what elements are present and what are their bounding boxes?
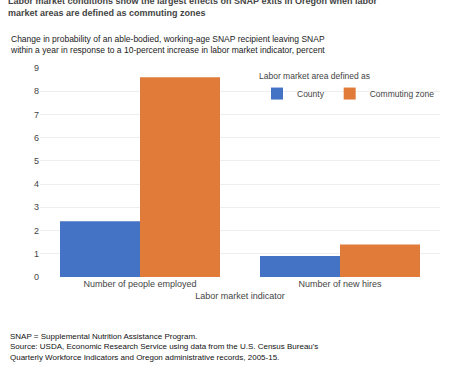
svg-text:Labor market indicator: Labor market indicator [195,291,285,301]
svg-text:County: County [297,89,325,99]
svg-text:Number of new hires: Number of new hires [298,279,382,289]
svg-text:2: 2 [34,226,39,236]
svg-text:7: 7 [34,110,39,120]
svg-text:Number of people employed: Number of people employed [83,279,196,289]
svg-text:Commuting zone: Commuting zone [370,89,435,99]
svg-text:Change in probability of an ab: Change in probability of an able-bodied,… [10,34,325,55]
svg-text:3: 3 [34,202,39,212]
svg-text:0: 0 [34,272,39,282]
svg-text:4: 4 [34,179,39,189]
svg-text:SNAP = Supplemental Nutrition: SNAP = Supplemental Nutrition Assistance… [10,332,318,362]
svg-text:5: 5 [34,156,39,166]
svg-text:1: 1 [34,249,39,259]
svg-text:8: 8 [34,86,39,96]
svg-text:6: 6 [34,133,39,143]
svg-text:Labor market area defined as: Labor market area defined as [259,71,370,81]
svg-text:Labor market conditions show t: Labor market conditions show the largest… [8,0,377,18]
svg-text:9: 9 [34,63,39,73]
